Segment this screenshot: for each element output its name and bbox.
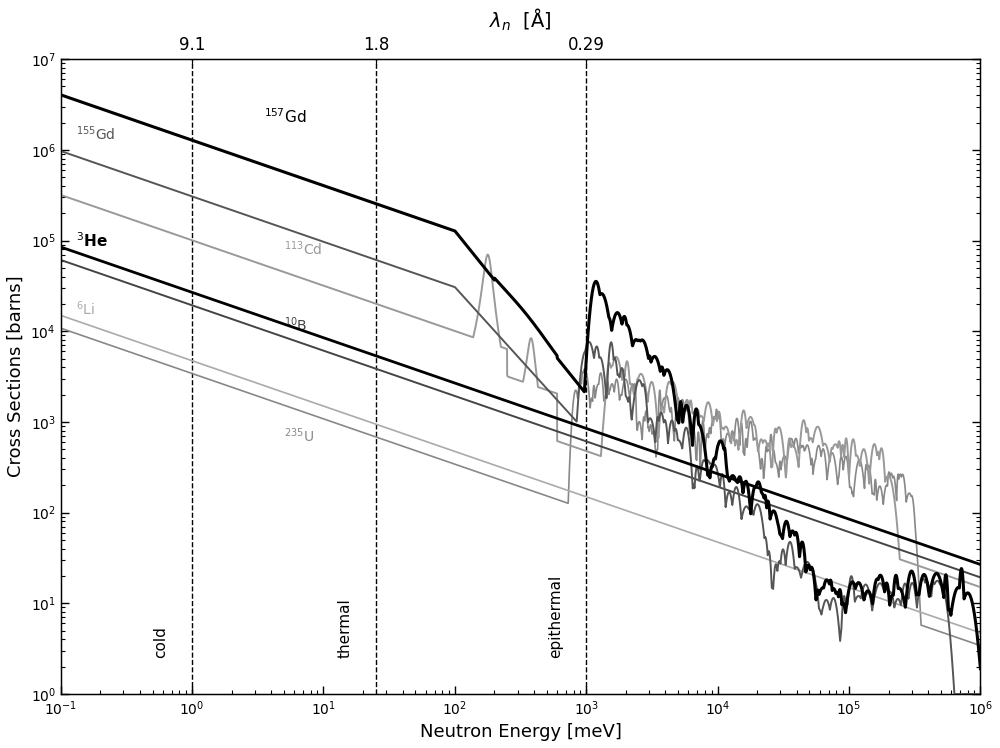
Text: $^{155}$Gd: $^{155}$Gd xyxy=(76,124,115,143)
Text: $^{235}$U: $^{235}$U xyxy=(284,426,314,445)
Text: cold: cold xyxy=(154,626,169,658)
X-axis label: Neutron Energy [meV]: Neutron Energy [meV] xyxy=(420,723,622,741)
Text: $^{113}$Cd: $^{113}$Cd xyxy=(284,239,322,257)
Text: $^{10}$B: $^{10}$B xyxy=(284,316,307,334)
Text: epithermal: epithermal xyxy=(548,574,563,658)
Y-axis label: Cross Sections [barns]: Cross Sections [barns] xyxy=(7,276,25,477)
Text: thermal: thermal xyxy=(338,598,353,658)
Text: $^{157}$Gd: $^{157}$Gd xyxy=(264,107,306,126)
Text: $^{3}$He: $^{3}$He xyxy=(76,231,107,250)
X-axis label: $\lambda_n$  [Å]: $\lambda_n$ [Å] xyxy=(489,7,552,33)
Text: $^{6}$Li: $^{6}$Li xyxy=(76,300,95,318)
